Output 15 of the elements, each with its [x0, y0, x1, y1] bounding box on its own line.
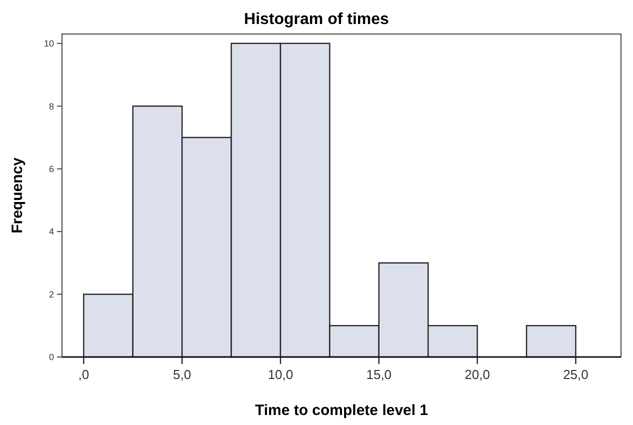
x-tick-label: 5,0	[173, 367, 192, 382]
x-axis-title: Time to complete level 1	[254, 402, 428, 419]
y-tick-label: 2	[48, 289, 54, 300]
y-tick-label: 4	[48, 226, 54, 237]
y-axis-title: Frequency	[9, 156, 26, 234]
x-tick-label: 20,0	[464, 367, 490, 382]
x-tick-label: 10,0	[268, 367, 294, 382]
x-tick-label: 15,0	[366, 367, 392, 382]
y-tick-label: 10	[44, 38, 54, 49]
y-tick-label: 0	[48, 352, 54, 362]
y-tick-label: 6	[48, 164, 54, 174]
x-tick-label: ,0	[78, 367, 90, 382]
chart-title: Histogram of times	[244, 11, 390, 28]
x-tick-label: 25,0	[563, 367, 588, 382]
y-tick-label: 8	[48, 101, 54, 112]
